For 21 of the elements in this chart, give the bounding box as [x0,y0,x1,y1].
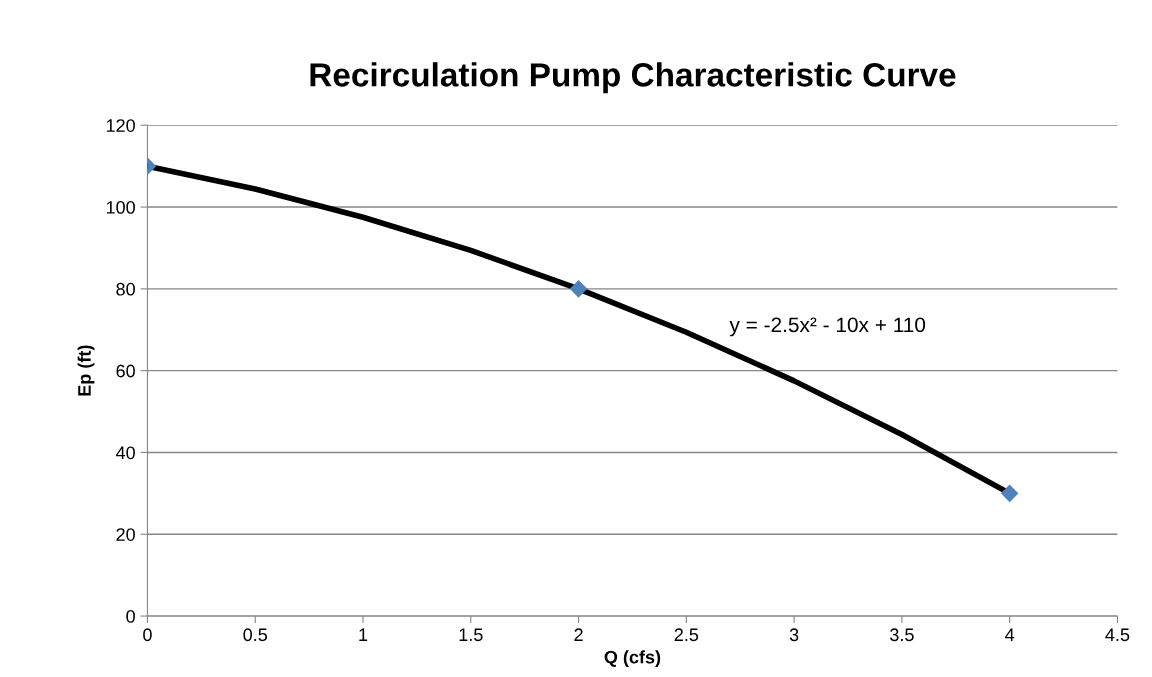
x-tick-label: 1 [359,628,368,641]
y-tick-label: 100 [106,200,135,214]
x-tick-label: 3.5 [890,628,914,642]
x-tick-label: 4 [1005,628,1015,641]
y-tick-label: 40 [115,446,135,460]
x-tick-label: 4.5 [1105,628,1130,642]
y-tick-label: 0 [126,610,135,623]
x-axis-title: Q (cfs) [604,650,661,668]
y-tick-label: 80 [116,282,135,296]
annotation: y = -2.5x² - 10x + 110 [729,317,926,337]
x-tick-label: 0.5 [243,628,268,642]
y-tick-label: 120 [106,119,135,132]
y-axis-title: Ep (ft) [77,345,95,396]
x-tick-label: 1.5 [459,628,483,642]
y-tick-label: 20 [116,528,135,541]
y-tick-label: 60 [116,364,135,378]
x-tick-label: 2.5 [674,628,699,642]
x-tick-label: 3 [789,628,799,642]
chart-title: Recirculation Pump Characteristic Curve [310,62,956,94]
x-tick-label: 2 [574,628,583,641]
x-tick-label: 0 [143,628,152,642]
